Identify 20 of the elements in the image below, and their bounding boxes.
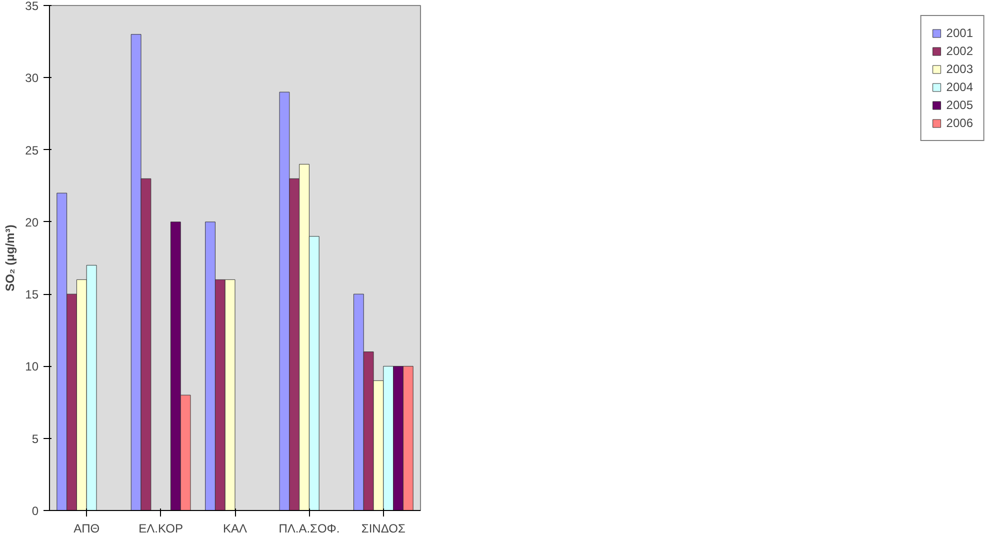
y-tick-label: 20 xyxy=(25,215,39,230)
x-tick-label: ΕΛ.ΚΟΡ xyxy=(138,522,183,536)
legend-label: 2005 xyxy=(946,98,973,112)
y-tick-label: 35 xyxy=(25,0,39,13)
y-tick-label: 25 xyxy=(25,143,39,158)
y-tick-label: 30 xyxy=(25,71,39,86)
y-tick-label: 10 xyxy=(25,360,39,374)
x-tick-label: ΣΙΝΔΟΣ xyxy=(361,522,406,536)
legend-label: 2003 xyxy=(946,62,973,76)
y-tick-label: 15 xyxy=(25,288,39,302)
y-tick-label: 0 xyxy=(32,504,39,518)
legend-label: 2004 xyxy=(946,80,973,94)
legend-label: 2001 xyxy=(946,26,973,40)
y-tick-label: 5 xyxy=(32,432,39,446)
legend-label: 2006 xyxy=(946,116,973,130)
x-tick-label: ΠΛ.Α.ΣΟΦ. xyxy=(278,522,340,536)
legend-label: 2002 xyxy=(946,44,973,58)
y-axis-title: SO₂ (μg/m³) xyxy=(3,224,18,292)
x-tick-label: ΑΠΘ xyxy=(74,522,100,536)
x-tick-label: ΚΑΛ xyxy=(222,522,248,536)
